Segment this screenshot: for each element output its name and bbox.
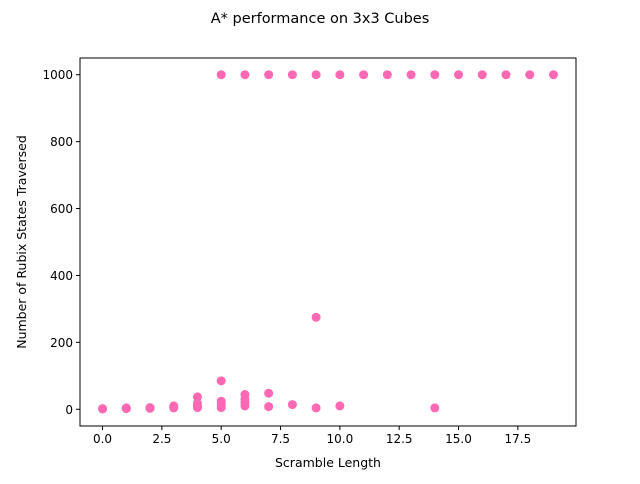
data-point bbox=[548, 70, 558, 80]
x-tick-label: 7.5 bbox=[271, 432, 290, 446]
y-tick-label: 800 bbox=[50, 135, 73, 149]
chart-title: A* performance on 3x3 Cubes bbox=[211, 11, 430, 27]
x-tick-label: 17.5 bbox=[504, 432, 531, 446]
x-tick-label: 15.0 bbox=[445, 432, 472, 446]
data-point bbox=[382, 70, 392, 80]
data-point bbox=[145, 403, 155, 413]
data-point bbox=[264, 402, 274, 412]
x-tick-label: 5.0 bbox=[212, 432, 231, 446]
data-point bbox=[287, 400, 297, 410]
data-point bbox=[192, 398, 202, 408]
data-point bbox=[264, 388, 274, 398]
data-point bbox=[216, 376, 226, 386]
y-tick-label: 600 bbox=[50, 202, 73, 216]
data-point bbox=[477, 70, 487, 80]
x-tick-label: 2.5 bbox=[152, 432, 171, 446]
data-point bbox=[430, 70, 440, 80]
data-point bbox=[311, 312, 321, 322]
data-point bbox=[240, 70, 250, 80]
data-point bbox=[359, 70, 369, 80]
y-axis-label: Number of Rubix States Traversed bbox=[14, 135, 29, 349]
x-tick-label: 0.0 bbox=[93, 432, 112, 446]
data-point bbox=[121, 403, 131, 413]
y-tick-label: 0 bbox=[65, 403, 73, 417]
data-point bbox=[287, 70, 297, 80]
data-point bbox=[525, 70, 535, 80]
data-point bbox=[335, 70, 345, 80]
data-point bbox=[501, 70, 511, 80]
data-point bbox=[311, 70, 321, 80]
data-point bbox=[311, 403, 321, 413]
data-point bbox=[169, 401, 179, 411]
data-point bbox=[216, 396, 226, 406]
data-points bbox=[98, 70, 558, 414]
data-point bbox=[264, 70, 274, 80]
x-tick-label: 10.0 bbox=[327, 432, 354, 446]
data-point bbox=[192, 392, 202, 402]
data-point bbox=[98, 404, 108, 414]
x-tick-label: 12.5 bbox=[386, 432, 413, 446]
data-point bbox=[454, 70, 464, 80]
y-tick-label: 200 bbox=[50, 336, 73, 350]
data-point bbox=[240, 390, 250, 400]
data-point bbox=[335, 401, 345, 411]
x-axis-ticks: 0.0 2.5 5.0 7.5 10.0 12.5 15.0 17.5 bbox=[93, 426, 531, 446]
y-tick-label: 400 bbox=[50, 269, 73, 283]
x-axis-label: Scramble Length bbox=[275, 455, 381, 470]
y-tick-label: 1000 bbox=[42, 68, 73, 82]
data-point bbox=[430, 403, 440, 413]
data-point bbox=[216, 70, 226, 80]
y-axis-ticks: 0 200 400 600 800 1000 bbox=[42, 68, 80, 417]
data-point bbox=[406, 70, 416, 80]
plot-frame bbox=[79, 57, 577, 427]
